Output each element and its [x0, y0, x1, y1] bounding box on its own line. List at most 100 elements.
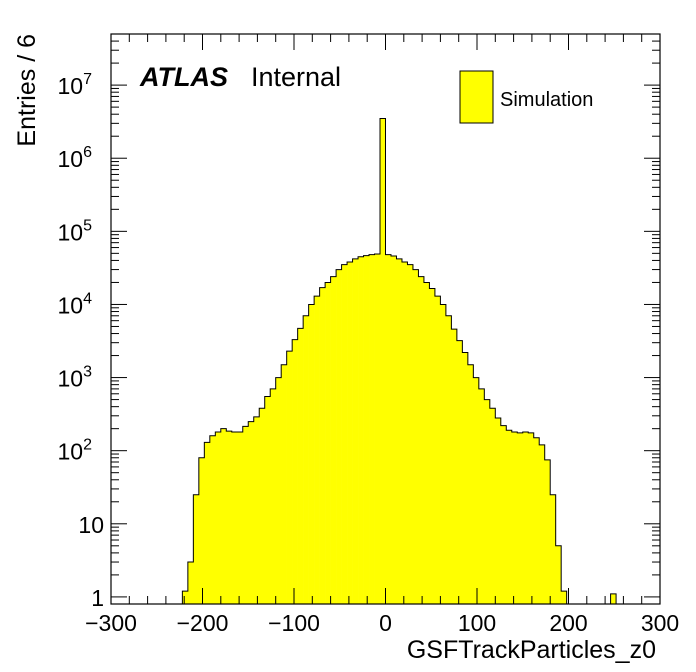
x-tick-label: 300: [641, 610, 679, 636]
histogram-bar: [528, 432, 535, 604]
histogram-bar: [237, 432, 244, 604]
histogram-bar: [308, 304, 315, 604]
histogram-bar: [259, 408, 266, 604]
histogram-bar: [319, 287, 326, 604]
histogram-bar: [423, 282, 430, 604]
histogram-bar: [533, 437, 540, 604]
histogram-bars: [182, 118, 617, 605]
histogram-bar: [440, 304, 447, 604]
y-tick-label: 10: [78, 512, 104, 538]
histogram-bar: [358, 256, 364, 604]
histogram-bar: [506, 430, 513, 604]
x-tick-label: −100: [268, 610, 320, 636]
histogram-bar: [550, 494, 556, 604]
y-tick-label: 103: [58, 364, 93, 392]
legend-swatch: [459, 70, 494, 124]
x-tick-label: 100: [458, 610, 496, 636]
atlas-label: ATLAS: [139, 62, 228, 92]
histogram-bar: [270, 388, 276, 604]
x-tick-label: 200: [549, 610, 587, 636]
histogram-bar: [539, 444, 546, 604]
histogram-bar: [385, 254, 392, 604]
histogram-bar: [478, 388, 485, 604]
histogram-bar: [610, 593, 617, 604]
histogram-bar: [456, 340, 463, 604]
histogram-bar: [347, 262, 353, 604]
x-tick-label: −200: [177, 610, 229, 636]
histogram-bar: [215, 432, 222, 604]
histogram-bar: [495, 417, 502, 604]
histogram-bar: [467, 364, 474, 604]
y-axis-tick-labels: 1 10 102 103 104 105 106 107: [58, 71, 105, 611]
histogram-bar: [336, 269, 342, 604]
histogram-bar: [445, 315, 452, 604]
histogram-bar: [292, 339, 298, 604]
histogram-bar: [325, 282, 331, 604]
histogram-bar: [303, 315, 309, 604]
histogram-bar: [561, 591, 567, 604]
x-tick-label: −300: [85, 610, 137, 636]
histogram-bar: [511, 432, 518, 604]
histogram-bar: [462, 352, 469, 604]
y-axis-title: Entries / 6: [13, 34, 41, 147]
histogram-bar: [517, 432, 524, 604]
histogram-bar: [231, 432, 238, 604]
histogram-bar: [275, 377, 282, 604]
histogram-bar: [209, 435, 216, 604]
histogram-bar: [182, 591, 189, 604]
x-axis-tick-labels: −300 −200 −100 0 100 200 300: [85, 610, 679, 636]
histogram-bar: [544, 459, 551, 604]
histogram-bar: [314, 296, 320, 604]
histogram-bar: [248, 421, 255, 604]
histogram-bar: [473, 377, 480, 604]
histogram-bar: [242, 426, 249, 604]
y-axis-ticks: [111, 33, 660, 598]
histogram-bar: [484, 399, 491, 604]
histogram-bar: [193, 494, 200, 604]
histogram-bar: [281, 364, 287, 604]
histogram-bar: [500, 425, 507, 604]
histogram-bar: [330, 276, 337, 604]
histogram-bar: [369, 254, 375, 604]
histogram-bar: [401, 262, 408, 604]
histogram-bar: [489, 408, 496, 604]
internal-label: Internal: [251, 62, 341, 92]
y-tick-label: 105: [58, 217, 93, 245]
y-tick-label: 1: [91, 585, 104, 611]
histogram-bar: [407, 264, 414, 604]
histogram-bar: [522, 432, 529, 604]
legend-entry-simulation: Simulation: [500, 89, 593, 111]
histogram-bar: [418, 276, 425, 604]
histogram-outline: [181, 117, 617, 605]
y-tick-label: 102: [58, 437, 93, 465]
x-axis-ticks: [110, 34, 661, 604]
histogram-bar: [352, 258, 359, 604]
histogram-bar: [187, 562, 194, 604]
histogram-bar: [429, 288, 436, 604]
histogram-bar: [396, 258, 403, 604]
histogram-bar: [451, 329, 458, 604]
histogram-bar: [264, 396, 271, 604]
histogram-bar: [363, 255, 370, 605]
histogram-bar: [253, 416, 260, 604]
histogram-bar: [341, 264, 348, 604]
histogram-bar: [220, 428, 227, 604]
y-tick-label: 106: [58, 144, 93, 172]
histogram-bar: [374, 253, 381, 604]
histogram-bar: [297, 328, 304, 604]
histogram-bar: [412, 269, 419, 604]
y-tick-label: 104: [58, 290, 93, 318]
histogram-bar: [204, 442, 211, 604]
x-axis-title: GSFTrackParticles_z0: [407, 636, 656, 664]
histogram-bar: [380, 118, 386, 604]
histogram-bar: [226, 431, 233, 604]
histogram-bar: [390, 255, 397, 604]
histogram-bar: [286, 351, 293, 604]
histogram-bar: [198, 457, 205, 604]
histogram-bar: [555, 545, 562, 604]
histogram-step-line: [181, 117, 617, 605]
y-tick-label: 107: [58, 71, 93, 99]
histogram-bar: [434, 296, 441, 604]
x-tick-label: 0: [379, 610, 392, 636]
